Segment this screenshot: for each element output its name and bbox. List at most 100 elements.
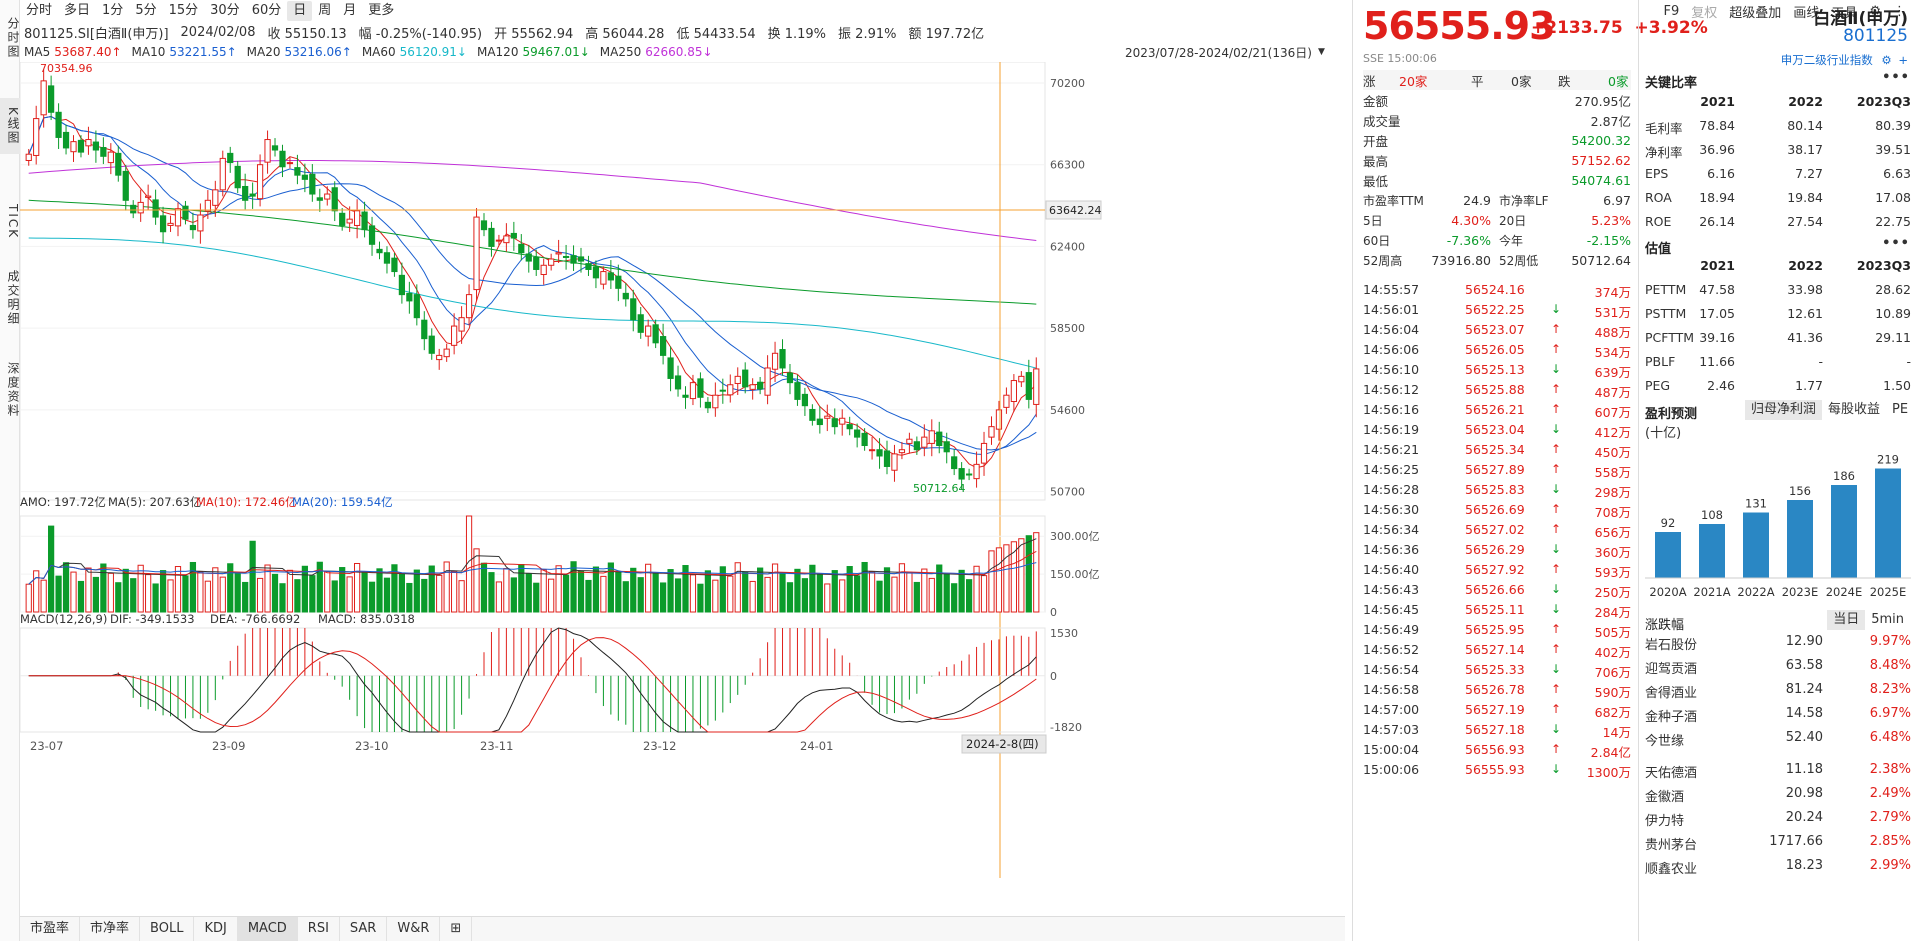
gainer-row[interactable]: 金徽酒 20.98 2.49% bbox=[1645, 786, 1911, 810]
candle[interactable] bbox=[339, 208, 346, 231]
candle[interactable] bbox=[854, 423, 861, 448]
candle[interactable] bbox=[301, 163, 308, 193]
candle[interactable] bbox=[891, 444, 898, 482]
period-button[interactable]: 月 bbox=[343, 3, 357, 18]
gainer-row[interactable]: 迎驾贡酒 63.58 8.48% bbox=[1645, 658, 1911, 682]
candle[interactable] bbox=[965, 468, 973, 481]
candle[interactable] bbox=[712, 382, 719, 417]
candle[interactable] bbox=[630, 289, 637, 332]
candle[interactable] bbox=[831, 408, 838, 435]
candle[interactable] bbox=[786, 363, 794, 395]
add-indicator-icon[interactable]: ⊞ bbox=[440, 917, 473, 941]
candle[interactable] bbox=[742, 362, 749, 394]
candle[interactable] bbox=[294, 154, 301, 185]
candle[interactable] bbox=[383, 246, 391, 274]
period-button[interactable]: 多日 bbox=[64, 3, 91, 18]
left-nav-item[interactable]: 深度资料 bbox=[6, 362, 20, 418]
candle[interactable] bbox=[92, 130, 100, 163]
toolbar-action[interactable]: 复权 bbox=[1691, 5, 1718, 21]
forecast-bar[interactable] bbox=[1787, 500, 1813, 578]
candle[interactable] bbox=[85, 126, 92, 155]
candle[interactable] bbox=[809, 404, 816, 426]
kline-chart[interactable]: 70200 66300 62400 58500 54600 50700 70354.96 50… bbox=[20, 62, 1102, 916]
candle[interactable] bbox=[40, 69, 47, 128]
candle[interactable] bbox=[727, 374, 734, 403]
candle[interactable] bbox=[697, 372, 704, 408]
gainer-row[interactable]: 舍得酒业 81.24 8.23% bbox=[1645, 682, 1911, 706]
candle[interactable] bbox=[682, 386, 689, 409]
candle[interactable] bbox=[465, 284, 473, 326]
candle[interactable] bbox=[510, 221, 517, 251]
indicator-tab[interactable]: W&R bbox=[387, 917, 441, 941]
candle[interactable] bbox=[256, 154, 264, 207]
candle[interactable] bbox=[204, 190, 211, 219]
left-nav-item[interactable]: TICK bbox=[6, 204, 20, 240]
candle[interactable] bbox=[1010, 374, 1017, 412]
plus-icon[interactable]: + bbox=[1898, 53, 1908, 67]
gainer-row[interactable]: 金种子酒 14.58 6.97% bbox=[1645, 706, 1911, 730]
candle[interactable] bbox=[995, 400, 1003, 441]
candle[interactable] bbox=[182, 200, 189, 225]
candle[interactable] bbox=[227, 146, 234, 173]
candle[interactable] bbox=[174, 202, 182, 237]
candle[interactable] bbox=[674, 365, 682, 397]
candle[interactable] bbox=[585, 255, 592, 276]
period-button[interactable]: 60分 bbox=[251, 3, 282, 18]
candle[interactable] bbox=[495, 234, 503, 246]
candle[interactable] bbox=[913, 436, 920, 455]
candle[interactable] bbox=[346, 206, 353, 232]
candle[interactable] bbox=[600, 266, 607, 290]
candle[interactable] bbox=[413, 284, 420, 326]
period-button[interactable]: 日 bbox=[287, 1, 313, 21]
candle[interactable] bbox=[652, 319, 659, 349]
candle[interactable] bbox=[451, 313, 458, 355]
toolbar-action[interactable]: 超级叠加 bbox=[1729, 5, 1782, 21]
candle[interactable] bbox=[249, 182, 256, 209]
gainer-row[interactable]: 岩石股份 12.90 9.97% bbox=[1645, 634, 1911, 658]
candle[interactable] bbox=[533, 249, 540, 276]
candle[interactable] bbox=[428, 328, 435, 360]
candle[interactable] bbox=[607, 260, 614, 289]
period-button[interactable]: 5分 bbox=[135, 3, 157, 18]
candle[interactable] bbox=[645, 319, 652, 347]
candle[interactable] bbox=[25, 148, 32, 166]
candle[interactable] bbox=[615, 264, 622, 302]
candle[interactable] bbox=[659, 323, 667, 365]
candle[interactable] bbox=[368, 216, 376, 256]
gainer-row[interactable]: 天佑德酒 11.18 2.38% bbox=[1645, 762, 1911, 786]
candle[interactable] bbox=[197, 203, 204, 244]
candle[interactable] bbox=[637, 306, 644, 339]
candle[interactable] bbox=[167, 215, 174, 232]
candle[interactable] bbox=[592, 260, 600, 289]
candle[interactable] bbox=[861, 428, 868, 451]
candle[interactable] bbox=[421, 311, 428, 351]
candle[interactable] bbox=[503, 223, 510, 252]
indicator-tab[interactable]: KDJ bbox=[194, 917, 238, 941]
toolbar-action[interactable]: 工具 bbox=[1831, 5, 1858, 21]
candle[interactable] bbox=[518, 234, 525, 261]
more-icon[interactable]: ••• bbox=[1882, 70, 1910, 85]
candle[interactable] bbox=[62, 124, 70, 155]
candle[interactable] bbox=[436, 348, 443, 370]
candle[interactable] bbox=[622, 283, 629, 307]
candle[interactable] bbox=[525, 244, 532, 273]
period-button[interactable]: 周 bbox=[318, 3, 332, 18]
period-button[interactable]: 分时 bbox=[26, 3, 53, 18]
forecast-bar[interactable] bbox=[1875, 468, 1901, 579]
candle[interactable] bbox=[361, 201, 368, 238]
candle[interactable] bbox=[1025, 359, 1032, 409]
indicator-tab[interactable]: 市净率 bbox=[80, 917, 141, 941]
gainers-tab[interactable]: 5min bbox=[1871, 612, 1904, 627]
candle[interactable] bbox=[33, 105, 40, 165]
gainer-row[interactable]: 顺鑫农业 18.23 2.99% bbox=[1645, 858, 1911, 882]
candle[interactable] bbox=[839, 409, 846, 436]
candle[interactable] bbox=[749, 378, 756, 400]
settings-icon[interactable]: ⚙ bbox=[1869, 3, 1881, 19]
gainer-row[interactable]: 伊力特 20.24 2.79% bbox=[1645, 810, 1911, 834]
candle[interactable] bbox=[555, 239, 562, 263]
candle[interactable] bbox=[212, 180, 219, 217]
period-button[interactable]: 更多 bbox=[368, 3, 395, 18]
candle[interactable] bbox=[1003, 387, 1010, 414]
candle[interactable] bbox=[271, 138, 279, 157]
period-button[interactable]: 15分 bbox=[168, 3, 199, 18]
